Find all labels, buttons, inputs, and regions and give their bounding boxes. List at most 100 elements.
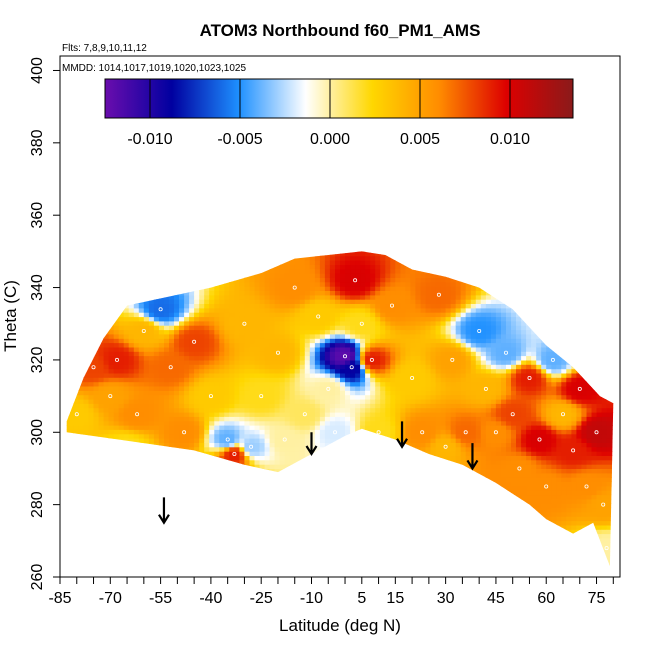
heatmap-cell xyxy=(360,264,366,270)
heatmap-cell xyxy=(279,260,286,265)
heatmap-cell xyxy=(224,472,230,478)
heatmap-cell xyxy=(214,325,220,331)
heatmap-cell xyxy=(299,412,306,417)
heatmap-cell xyxy=(319,459,326,465)
heatmap-cell xyxy=(335,524,341,530)
heatmap-cell xyxy=(174,316,180,322)
heatmap-cell xyxy=(73,559,79,565)
heatmap-cell xyxy=(204,351,210,357)
heatmap-cell xyxy=(113,364,120,370)
heatmap-cell xyxy=(153,537,160,543)
heatmap-cell xyxy=(174,251,180,252)
heatmap-cell xyxy=(275,243,281,248)
heatmap-cell xyxy=(264,520,271,526)
heatmap-cell xyxy=(88,394,95,400)
heatmap-cell xyxy=(365,294,371,300)
heatmap-cell xyxy=(259,377,266,383)
heatmap-cell xyxy=(274,542,281,548)
heatmap-cell xyxy=(153,451,160,456)
heatmap-cell xyxy=(204,251,210,252)
heatmap-cell xyxy=(330,243,336,248)
heatmap-cell xyxy=(380,451,386,456)
heatmap-cell xyxy=(375,412,381,417)
heatmap-cell xyxy=(194,481,200,487)
heatmap-cell xyxy=(108,494,115,500)
heatmap-cell xyxy=(214,281,220,287)
heatmap-cell xyxy=(103,490,110,496)
heatmap-cell xyxy=(324,307,331,313)
heatmap-cell xyxy=(234,420,240,426)
heatmap-cell xyxy=(179,472,185,478)
heatmap-cell xyxy=(279,498,286,504)
heatmap-cell xyxy=(83,451,90,456)
heatmap-cell xyxy=(153,438,160,443)
heatmap-cell xyxy=(329,377,336,383)
heatmap-cell xyxy=(324,490,331,496)
heatmap-cell xyxy=(289,507,296,513)
heatmap-cell xyxy=(194,346,200,352)
heatmap-cell xyxy=(259,472,266,478)
heatmap-cell xyxy=(83,386,90,391)
heatmap-cell xyxy=(375,472,381,478)
heatmap-cell xyxy=(380,355,386,361)
heatmap-cell xyxy=(184,420,190,426)
heatmap-cell xyxy=(254,520,261,526)
heatmap-cell xyxy=(209,477,215,482)
heatmap-cell xyxy=(93,425,100,430)
heatmap-cell xyxy=(169,243,175,248)
heatmap-cell xyxy=(224,477,230,482)
heatmap-cell xyxy=(214,377,220,383)
heatmap-cell xyxy=(340,281,346,287)
heatmap-cell xyxy=(264,420,271,426)
heatmap-cell xyxy=(355,429,361,435)
heatmap-cell xyxy=(158,485,165,491)
heatmap-cell xyxy=(365,433,371,439)
heatmap-cell xyxy=(340,481,346,487)
heatmap-cell xyxy=(204,459,210,465)
heatmap-cell xyxy=(68,273,74,278)
heatmap-cell xyxy=(234,320,240,326)
heatmap-cell xyxy=(118,425,125,430)
heatmap-cell xyxy=(254,307,261,313)
heatmap-cell xyxy=(128,433,135,439)
heatmap-cell xyxy=(164,459,170,465)
heatmap-cell xyxy=(345,303,351,309)
heatmap-cell xyxy=(279,494,286,500)
heatmap-cell xyxy=(244,399,250,404)
heatmap-cell xyxy=(113,320,120,326)
heatmap-cell xyxy=(219,533,225,539)
heatmap-cell xyxy=(174,303,180,309)
heatmap-cell xyxy=(128,551,135,556)
heatmap-cell xyxy=(174,281,180,287)
heatmap-cell xyxy=(239,342,245,348)
heatmap-cell xyxy=(179,307,185,313)
heatmap-cell xyxy=(209,268,215,274)
heatmap-cell xyxy=(209,520,215,526)
heatmap-cell xyxy=(264,533,271,539)
heatmap-cell xyxy=(345,455,351,461)
heatmap-cell xyxy=(164,451,170,456)
heatmap-cell xyxy=(365,533,371,539)
heatmap-cell xyxy=(189,260,195,265)
heatmap-cell xyxy=(375,416,381,422)
heatmap-cell xyxy=(194,546,200,552)
heatmap-cell xyxy=(199,273,205,278)
heatmap-cell xyxy=(385,425,391,430)
heatmap-cell xyxy=(113,251,120,257)
heatmap-cell xyxy=(128,507,135,513)
heatmap-cell xyxy=(148,290,155,296)
heatmap-cell xyxy=(264,364,271,370)
heatmap-cell xyxy=(224,455,230,461)
heatmap-cell xyxy=(289,299,296,304)
heatmap-cell xyxy=(128,294,135,300)
heatmap-cell xyxy=(199,329,205,335)
heatmap-cell xyxy=(314,498,321,504)
heatmap-cell xyxy=(234,429,240,435)
heatmap-cell xyxy=(98,481,105,487)
heatmap-cell xyxy=(350,420,356,426)
heatmap-cell xyxy=(365,403,371,409)
heatmap-cell xyxy=(294,303,301,309)
heatmap-cell xyxy=(164,568,170,573)
heatmap-cell xyxy=(365,481,371,487)
heatmap-cell xyxy=(128,277,135,283)
